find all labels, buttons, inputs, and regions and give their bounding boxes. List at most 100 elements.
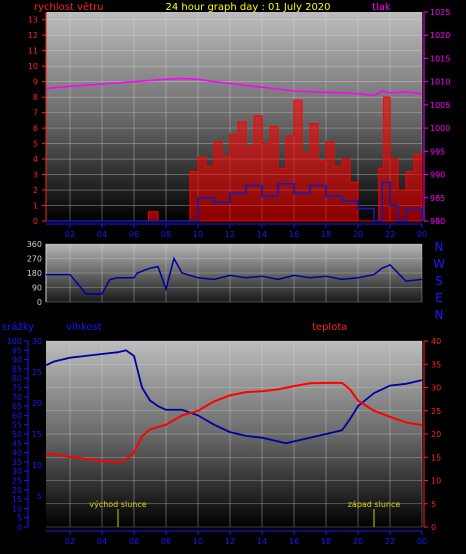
wind-left-tick-label: 12 — [28, 31, 38, 40]
wind-x-tick-label: 10 — [193, 230, 203, 239]
wind-left-tick-label: 0 — [33, 217, 38, 226]
temp-x-tick-label: 12 — [225, 537, 235, 546]
temp-x-tick-label: 04 — [97, 537, 107, 546]
rain-tick-label: 20 — [12, 486, 22, 495]
inner-tick-label: 20 — [32, 399, 42, 408]
pressure-right-tick-label: 1025 — [430, 8, 450, 17]
wind-x-tick-label: 06 — [129, 230, 139, 239]
rain-tick-label: 75 — [12, 384, 22, 393]
temp-right-tick-label: 40 — [431, 337, 441, 346]
temp-right-tick-label: 10 — [431, 477, 441, 486]
temp-x-tick-label: 08 — [161, 537, 171, 546]
rain-axis-title: srážky — [2, 321, 34, 333]
wind-axis-title: rychlost větru — [34, 1, 104, 13]
wind-left-tick-label: 10 — [28, 62, 38, 71]
rain-tick-label: 65 — [12, 402, 22, 411]
temp-right-tick-label: 35 — [431, 360, 441, 369]
rain-tick-label: 30 — [12, 467, 22, 476]
temp-right-tick-label: 20 — [431, 430, 441, 439]
wind-direction-series — [46, 256, 423, 295]
rain-tick-label: 95 — [12, 346, 22, 355]
rain-tick-label: 40 — [12, 449, 22, 458]
wind-left-tick-label: 1 — [33, 202, 38, 211]
temp-x-tick-label: 06 — [129, 537, 139, 546]
wind-x-tick-label: 12 — [225, 230, 235, 239]
pressure-right-tick-label: 1005 — [430, 101, 450, 110]
rain-tick-label: 50 — [12, 430, 22, 439]
direction-tick-label: 0 — [37, 298, 42, 307]
sun-annotation: západ slunce — [348, 500, 401, 509]
wind-x-tick-label: 16 — [289, 230, 299, 239]
rain-tick-label: 80 — [12, 374, 22, 383]
temperature-axis-title: teplota — [312, 322, 347, 333]
rain-tick-label: 100 — [7, 337, 22, 346]
inner-tick-label: 15 — [32, 430, 42, 439]
rain-tick-label: 60 — [12, 411, 22, 420]
rain-tick-label: 0 — [17, 523, 22, 532]
wind-x-tick-label: 08 — [161, 230, 171, 239]
inner-tick-label: 25 — [32, 368, 42, 377]
pressure-right-tick-label: 985 — [430, 194, 445, 203]
temp-right-tick-label: 30 — [431, 384, 441, 393]
rain-tick-label: 55 — [12, 421, 22, 430]
wind-x-tick-label: 20 — [353, 230, 363, 239]
rain-tick-label: 25 — [12, 477, 22, 486]
sun-annotation: východ slunce — [89, 500, 146, 509]
compass-label-e: E — [435, 291, 443, 305]
inner-tick-label: 10 — [32, 461, 42, 470]
temp-x-tick-label: 20 — [353, 537, 363, 546]
wind-left-tick-label: 8 — [33, 93, 38, 102]
direction-tick-label: 360 — [27, 240, 42, 249]
temp-x-tick-label: 00 — [417, 537, 427, 546]
wind-x-tick-label: 00 — [417, 230, 427, 239]
pressure-right-tick-label: 1000 — [430, 124, 450, 133]
temp-x-tick-label: 02 — [65, 537, 75, 546]
rain-tick-label: 45 — [12, 439, 22, 448]
wind-x-tick-label: 22 — [385, 230, 395, 239]
compass-label-w: W — [433, 257, 445, 271]
average-wind-series — [46, 181, 423, 222]
compass-label-s: S — [435, 274, 443, 288]
pressure-axis-title: tlak — [372, 2, 391, 13]
wind-left-tick-label: 4 — [33, 155, 38, 164]
pressure-right-tick-label: 1020 — [430, 31, 450, 40]
inner-tick-label: 5 — [37, 492, 42, 501]
rain-tick-label: 35 — [12, 458, 22, 467]
wind-left-tick-label: 9 — [33, 78, 38, 87]
wind-left-tick-label: 13 — [28, 16, 38, 25]
gust-series — [46, 96, 423, 222]
wind-left-tick-label: 3 — [33, 171, 38, 180]
wind-left-tick-label: 7 — [33, 109, 38, 118]
rain-tick-label: 5 — [17, 514, 22, 523]
temp-x-tick-label: 22 — [385, 537, 395, 546]
pressure-right-tick-label: 995 — [430, 147, 445, 156]
wind-left-tick-label: 5 — [33, 140, 38, 149]
direction-tick-label: 270 — [27, 255, 42, 264]
temp-right-tick-label: 5 — [431, 500, 436, 509]
pressure-right-tick-label: 980 — [430, 217, 445, 226]
wind-left-tick-label: 2 — [33, 186, 38, 195]
chart-title: 24 hour graph day : 01 July 2020 — [165, 2, 330, 13]
temperature-series — [45, 381, 423, 464]
rain-tick-label: 15 — [12, 495, 22, 504]
temp-x-tick-label: 18 — [321, 537, 331, 546]
wind-left-tick-label: 6 — [33, 124, 38, 133]
temp-x-tick-label: 10 — [193, 537, 203, 546]
temp-x-tick-label: 14 — [257, 537, 267, 546]
humidity-axis-title: vlhkost — [66, 322, 102, 333]
wind-x-tick-label: 02 — [65, 230, 75, 239]
compass-label-n: N — [435, 240, 444, 254]
wind-x-tick-label: 14 — [257, 230, 267, 239]
wind-x-tick-label: 04 — [97, 230, 107, 239]
inner-tick-label: 30 — [32, 337, 42, 346]
wind-x-tick-label: 18 — [321, 230, 331, 239]
compass-label-n: N — [435, 308, 444, 322]
rain-tick-label: 85 — [12, 365, 22, 374]
temp-right-tick-label: 0 — [431, 523, 436, 532]
rain-tick-label: 70 — [12, 393, 22, 402]
pressure-right-tick-label: 990 — [430, 171, 445, 180]
direction-tick-label: 180 — [27, 269, 42, 278]
direction-tick-label: 90 — [32, 284, 42, 293]
